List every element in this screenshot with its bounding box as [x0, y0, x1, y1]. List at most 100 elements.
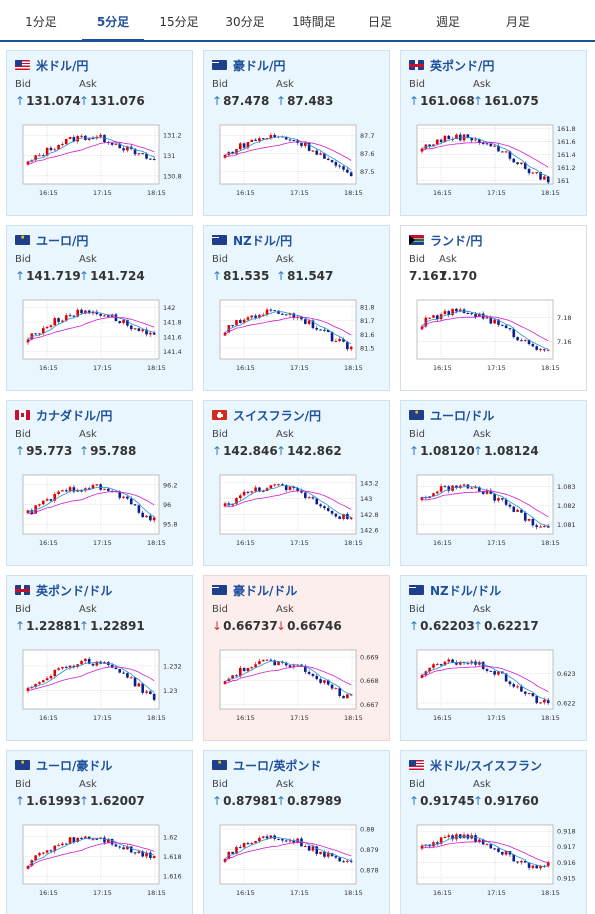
pair-name[interactable]: 英ポンド/円 [430, 58, 495, 73]
ask-value: ↑131.076 [79, 94, 145, 108]
pair-title[interactable]: ユーロ/円 [15, 232, 88, 248]
tab-5[interactable]: 1時間足 [292, 15, 336, 29]
y-tick-label: 0.918 [557, 828, 576, 836]
pair-title[interactable]: 米ドル/スイスフラン [409, 757, 542, 773]
pair-title[interactable]: NZドル/ドル [409, 582, 501, 598]
chart-container[interactable]: 1.083 1.082 1.081 16:15 17:15 18:15 [407, 470, 583, 562]
ask-price: 161.075 [484, 94, 539, 108]
pair-name[interactable]: NZドル/ドル [430, 583, 502, 598]
tab-7[interactable]: 週足 [435, 15, 460, 29]
candle-body [500, 851, 504, 855]
rate-card-aud-usd[interactable]: 豪ドル/ドル Bid Ask ↓0.66737 ↓0.66746 0.669 0.668 0.… [203, 575, 390, 741]
rate-card-zar-jpy[interactable]: ランド/円 Bid Ask 7.161 7.170 7.18 7.16 16:15 17:15 1… [400, 225, 587, 391]
pair-title[interactable]: ユーロ/英ポンド [212, 757, 321, 773]
rate-card-nzd-usd[interactable]: NZドル/ドル Bid Ask ↑0.62203 ↑0.62217 0.623 0.622 1… [400, 575, 587, 741]
candle-body [250, 315, 254, 318]
pair-title[interactable]: 豪ドル/円 [212, 57, 285, 73]
ask-label: Ask [276, 79, 294, 90]
rate-card-eur-jpy[interactable]: ユーロ/円BidAsk↑141.719↑141.724142141.8141.6… [6, 225, 193, 391]
chart-container[interactable]: 96.2 96 95.8 16:15 17:15 18:15 [13, 470, 189, 562]
chart-container[interactable]: 161.8 161.6 161.4 161.2 161 16:15 17:15 18:15 [407, 120, 583, 212]
pair-name[interactable]: 米ドル/円 [36, 58, 89, 73]
pair-title[interactable]: NZドル/円 [212, 232, 292, 248]
pair-name[interactable]: ユーロ/豪ドル [36, 758, 113, 773]
rate-card-gbp-jpy[interactable]: 英ポンド/円 Bid Ask ↑161.068 ↑161.075 161.8 161.6 16… [400, 50, 587, 216]
candle-body [110, 838, 114, 845]
tab-3[interactable]: 15分足 [159, 15, 199, 29]
pair-title[interactable]: ユーロ/豪ドル [15, 757, 112, 773]
rate-card-usd-chf[interactable]: 米ドル/スイスフラン Bid Ask ↑0.91745 ↑0.91760 0.918 0.9… [400, 750, 587, 914]
rate-card-cad-jpy[interactable]: カナダドル/円 Bid Ask ↑95.773 ↑95.788 96.2 96 95.8 16:… [6, 400, 193, 566]
chart-container[interactable]: 0.88 0.879 0.878 16:15 17:15 18:15 [210, 820, 386, 912]
candle-body [535, 525, 539, 528]
rate-card-nzd-jpy[interactable]: NZドル/円 Bid Ask ↑81.535 ↑81.547 81.8 81.7 81.6 81… [203, 225, 390, 391]
chart-container[interactable]: 131.2 131 130.8 16:15 17:15 18:15 [13, 120, 189, 212]
candle-body [103, 315, 106, 317]
rate-card-eur-usd[interactable]: ユーロ/ドルBidAsk↑1.08120↑1.081241.0831.0821.… [400, 400, 587, 566]
candle-body [493, 145, 496, 147]
moving-average-fast [224, 836, 352, 861]
pair-title[interactable]: 豪ドル/ドル [212, 582, 297, 598]
chart-container[interactable]: 0.669 0.668 0.667 16:15 17:15 18:15 [210, 645, 386, 737]
x-tick-label: 17:15 [487, 714, 506, 722]
tab-8[interactable]: 月足 [505, 15, 530, 29]
pair-title[interactable]: ランド/円 [409, 232, 482, 248]
up-arrow-icon: ↑ [79, 444, 90, 458]
pair-name[interactable]: ユーロ/英ポンド [233, 758, 322, 773]
pair-title[interactable]: ユーロ/ドル [409, 407, 494, 423]
candle-body [315, 150, 319, 155]
candle-body [281, 313, 284, 315]
pair-name[interactable]: 米ドル/スイスフラン [430, 758, 543, 773]
chart-container[interactable]: 81.8 81.7 81.6 81.5 16:15 17:15 18:15 [210, 295, 386, 387]
tab-4[interactable]: 30分足 [225, 15, 265, 29]
chart-container[interactable]: 7.18 7.16 16:15 17:15 18:15 [407, 295, 583, 387]
chart-container[interactable]: 143.2 143 142.8 142.6 16:15 17:15 18:15 [210, 470, 386, 562]
candle-body [242, 143, 246, 148]
chart-container[interactable]: 142 141.8 141.6 141.4 16:15 17:15 18:15 [13, 295, 189, 387]
rate-card-eur-aud[interactable]: ユーロ/豪ドルBidAsk↑1.61993↑1.620071.621.6181.… [6, 750, 193, 914]
pair-name[interactable]: 英ポンド/ドル [36, 583, 113, 598]
bid-price: 95.773 [26, 444, 73, 458]
moving-average-slow [421, 665, 549, 693]
rate-card-aud-jpy[interactable]: 豪ドル/円 Bid Ask ↑87.478 ↑87.483 87.7 87.6 87.5 16:… [203, 50, 390, 216]
pair-name[interactable]: ユーロ/ドル [430, 408, 495, 423]
pair-title[interactable]: 英ポンド/円 [409, 57, 494, 73]
pair-title[interactable]: スイスフラン/円 [212, 407, 321, 423]
chart-container[interactable]: 0.623 0.622 16:15 17:15 18:15 [407, 645, 583, 737]
candle-body [68, 487, 72, 492]
candle-body [292, 486, 296, 489]
candle-body [323, 680, 326, 683]
pair-name[interactable]: 豪ドル/ドル [233, 583, 298, 598]
chart-container[interactable]: 87.7 87.6 87.5 16:15 17:15 18:15 [210, 120, 386, 212]
pair-name[interactable]: スイスフラン/円 [233, 408, 322, 423]
candle-body [546, 349, 550, 351]
candle-body [72, 665, 76, 667]
tab-1[interactable]: 1分足 [25, 15, 57, 29]
candle-body [281, 484, 284, 486]
rate-card-gbp-usd[interactable]: 英ポンド/ドル Bid Ask ↑1.22881 ↑1.22891 1.232 1.23 16… [6, 575, 193, 741]
bid-label: Bid [212, 79, 228, 90]
rate-card-usd-jpy[interactable]: 米ドル/円 Bid Ask ↑131.074 ↑131.076 131.2 131 130.8… [6, 50, 193, 216]
up-arrow-icon: ↑ [276, 794, 287, 808]
candle-body [512, 158, 516, 163]
pair-name[interactable]: 豪ドル/円 [233, 58, 286, 73]
pair-title[interactable]: 米ドル/円 [15, 57, 88, 73]
pair-name[interactable]: ユーロ/円 [36, 233, 89, 248]
chart-container[interactable]: 1.232 1.23 16:15 17:15 18:15 [13, 645, 189, 737]
pair-name[interactable]: ランド/円 [430, 233, 483, 248]
rate-card-chf-jpy[interactable]: スイスフラン/円 Bid Ask ↑142.846 ↑142.862 143.2 143 14… [203, 400, 390, 566]
candle-body [516, 162, 519, 164]
pair-title[interactable]: カナダドル/円 [15, 407, 112, 423]
tab-6[interactable]: 日足 [367, 15, 392, 29]
chart-container[interactable]: 0.918 0.917 0.916 0.915 16:15 17:15 18:15 [407, 820, 583, 912]
flag-icon [15, 235, 30, 245]
y-tick-label: 143.2 [360, 479, 379, 487]
chart-container[interactable]: 1.62 1.618 1.616 16:15 17:15 18:15 [13, 820, 189, 912]
tab-2[interactable]: 5分足 [82, 0, 144, 42]
candle-body [231, 151, 234, 154]
rate-card-eur-gbp[interactable]: ユーロ/英ポンドBidAsk↑0.87981↑0.879890.880.8790… [203, 750, 390, 914]
pair-title[interactable]: 英ポンド/ドル [15, 582, 112, 598]
candle-body [68, 837, 72, 844]
pair-name[interactable]: NZドル/円 [233, 233, 293, 248]
pair-name[interactable]: カナダドル/円 [36, 408, 113, 423]
